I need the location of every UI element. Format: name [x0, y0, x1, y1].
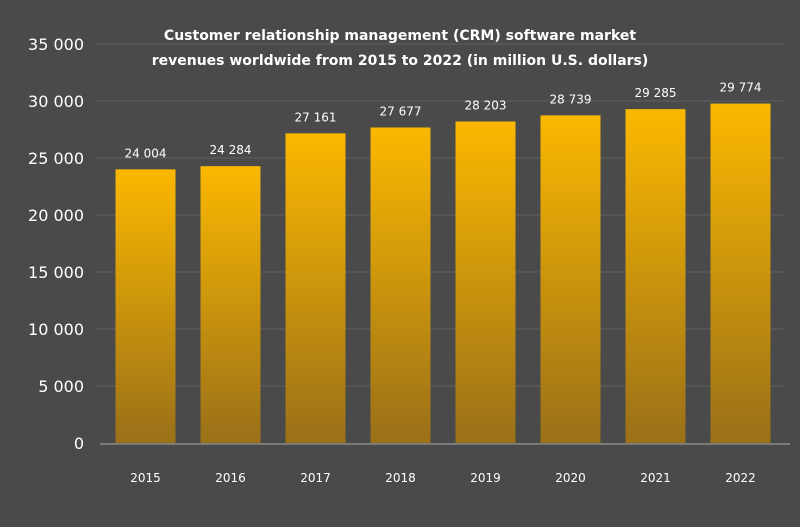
y-tick-label: 15 000 — [28, 263, 84, 282]
x-tick-label: 2018 — [385, 471, 416, 485]
data-labels: 24 004 24 284 27 161 27 677 28 203 28 739 29 2… — [125, 81, 762, 161]
chart-title-line-1: Customer relationship management (CRM) s… — [164, 28, 636, 44]
bar-2020 — [540, 115, 601, 443]
bar-2016 — [200, 166, 261, 443]
data-label-2021: 29 285 — [635, 86, 677, 100]
x-tick-label: 2016 — [215, 471, 246, 485]
x-axis-ticks: 2015 2016 2017 2018 2019 2020 2021 2022 — [130, 471, 756, 485]
y-tick-label: 25 000 — [28, 149, 84, 168]
bars — [115, 103, 771, 443]
y-tick-label: 35 000 — [28, 35, 84, 54]
x-tick-label: 2022 — [725, 471, 756, 485]
bar-2019 — [455, 121, 516, 443]
x-tick-label: 2019 — [470, 471, 501, 485]
y-tick-label: 5 000 — [38, 377, 84, 396]
data-label-2022: 29 774 — [720, 81, 762, 95]
bar-2017 — [285, 133, 346, 443]
data-label-2016: 24 284 — [210, 143, 252, 157]
y-tick-label: 30 000 — [28, 92, 84, 111]
y-tick-label: 10 000 — [28, 320, 84, 339]
chart-title-line-2: revenues worldwide from 2015 to 2022 (in… — [152, 53, 649, 69]
bar-2022 — [710, 103, 771, 443]
y-tick-label: 20 000 — [28, 206, 84, 225]
data-label-2019: 28 203 — [465, 98, 507, 112]
y-axis-ticks: 0 5 000 10 000 15 000 20 000 25 000 30 000 35 0… — [28, 35, 84, 453]
data-label-2018: 27 677 — [380, 104, 422, 118]
x-tick-label: 2017 — [300, 471, 331, 485]
bar-2018 — [370, 127, 431, 443]
data-label-2020: 28 739 — [550, 92, 592, 106]
x-tick-label: 2021 — [640, 471, 671, 485]
bar-2015 — [115, 169, 176, 443]
data-label-2015: 24 004 — [125, 146, 167, 160]
y-tick-label: 0 — [74, 434, 84, 453]
x-tick-label: 2020 — [555, 471, 586, 485]
bar-2021 — [625, 109, 686, 443]
x-tick-label: 2015 — [130, 471, 161, 485]
data-label-2017: 27 161 — [295, 110, 337, 124]
